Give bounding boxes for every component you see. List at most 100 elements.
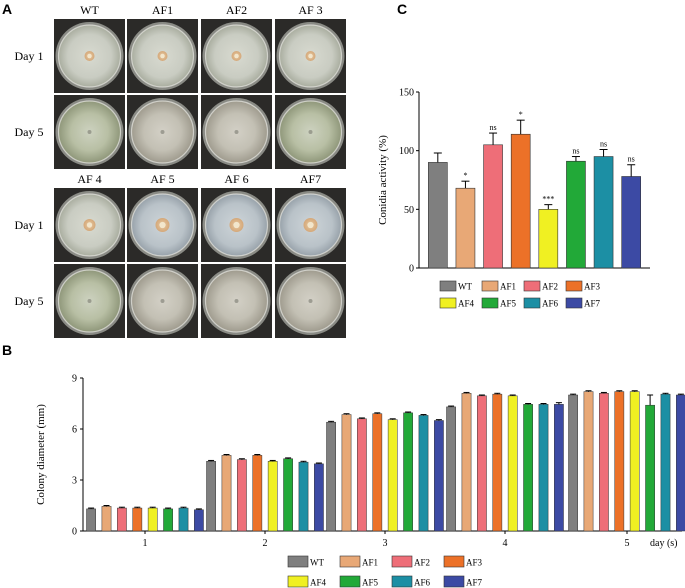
plate-photo	[54, 264, 125, 338]
column-label-af7: AF7	[300, 172, 321, 186]
legend-label-af5: AF5	[500, 299, 517, 309]
x-tick-label: 4	[503, 538, 508, 549]
bar-af5-day4	[523, 404, 533, 532]
legend-label-af3: AF3	[466, 558, 483, 568]
bar-af2-day4	[477, 395, 487, 532]
plate-photo	[127, 19, 198, 93]
x-tick-label: 1	[143, 538, 148, 549]
bar-af1-day1	[101, 506, 112, 532]
significance-label: ns	[572, 147, 579, 156]
bar-af2-day5	[599, 393, 609, 532]
plate-photo	[54, 19, 125, 93]
legend-swatch-af7	[443, 575, 465, 588]
bar-af7	[621, 176, 641, 269]
legend-swatch-af2	[391, 555, 413, 568]
plate-photo	[201, 264, 272, 338]
legend-swatch-wt	[439, 280, 457, 292]
bar-af6-day5	[660, 393, 671, 532]
bar-af4-day2	[267, 461, 278, 532]
plate-photo	[54, 188, 125, 262]
bar-af3-day3	[372, 413, 383, 532]
bar-af4-day3	[387, 419, 398, 532]
legend-label-af1: AF1	[500, 282, 516, 292]
column-label-af5: AF 5	[150, 172, 174, 186]
y-tick-label: 0	[72, 527, 77, 538]
bar-af3-day5	[614, 391, 625, 532]
bar-af6-day3	[418, 415, 429, 532]
legend-label-af6: AF6	[542, 299, 559, 309]
x-tick-label: 5	[625, 538, 630, 549]
row-label-day-5: Day 5	[15, 294, 44, 308]
legend-label-af3: AF3	[584, 282, 601, 292]
x-axis-title: day (s)	[650, 538, 678, 549]
bar-af2	[483, 144, 503, 269]
bar-af3-day2	[252, 455, 263, 532]
column-label-af2: AF2	[226, 3, 247, 17]
bar-af5-day5	[645, 404, 655, 532]
bar-af7-day5	[676, 394, 685, 532]
legend-label-af7: AF7	[466, 578, 483, 588]
bar-wt-day1	[86, 508, 96, 532]
plate-photo	[275, 95, 346, 169]
column-label-af4: AF 4	[77, 172, 101, 186]
legend-label-af2: AF2	[542, 282, 558, 292]
y-tick-label: 9	[72, 374, 77, 385]
bar-af5-day3	[403, 412, 413, 532]
bar-af1-day2	[221, 455, 232, 532]
plate-photo	[127, 264, 198, 338]
y-tick-label: 50	[404, 205, 414, 216]
legend-label-af2: AF2	[414, 558, 430, 568]
bar-wt-day3	[326, 421, 336, 532]
bar-af2-day3	[357, 418, 367, 532]
plate-photo	[201, 19, 272, 93]
legend-swatch-af6	[523, 297, 541, 309]
plate-grid: WT AF1 AF2 AF 3 AF 4 AF 5 AF 6 AF7 Day 1 Day 5 Day…	[15, 3, 346, 338]
bar-af2-day2	[237, 459, 247, 532]
plate-photo	[201, 188, 272, 262]
bar-af6	[593, 156, 614, 269]
column-label-af3: AF 3	[298, 3, 322, 17]
plate-photo	[54, 95, 125, 169]
plate-photo	[275, 19, 346, 93]
bar-af5	[566, 160, 586, 269]
bar-af1-day3	[341, 414, 352, 532]
y-tick-label: 100	[399, 146, 414, 157]
legend-swatch-af5	[339, 575, 361, 588]
plate-photo	[127, 188, 198, 262]
legend-label-af7: AF7	[584, 299, 601, 309]
significance-label: *	[519, 110, 523, 119]
panel-a-label: A	[2, 1, 12, 17]
y-tick-label: 6	[72, 425, 77, 436]
column-label-af6: AF 6	[224, 172, 248, 186]
legend-swatch-af2	[523, 280, 541, 292]
legend-swatch-af5	[481, 297, 499, 309]
bar-af7-day4	[554, 404, 564, 532]
legend-swatch-af6	[391, 575, 413, 588]
bar-af3-day1	[132, 507, 143, 532]
bar-af2-day1	[117, 507, 127, 532]
significance-label: ns	[628, 155, 635, 164]
bar-af1-day4	[461, 393, 472, 532]
colony-diameter-chart: 0 3 6 9 Colony diameter (mm) 1 2 3 4 5 day (s) WT AF…	[35, 374, 685, 588]
legend-swatch-af4	[439, 297, 457, 309]
y-axis-title: Conidia activity (%)	[377, 135, 389, 225]
bar-af7-day2	[314, 463, 324, 532]
bar-af1-day5	[583, 391, 594, 532]
legend-label-af4: AF4	[458, 299, 475, 309]
row-label-day-5: Day 5	[15, 125, 44, 139]
bar-wt-day5	[568, 394, 578, 532]
legend-swatch-af3	[565, 280, 583, 292]
panel-c-label: C	[397, 1, 407, 17]
legend-swatch-af1	[481, 280, 499, 292]
legend-swatch-af3	[443, 555, 465, 568]
bar-af6-day2	[298, 461, 309, 532]
legend-label-af6: AF6	[414, 578, 431, 588]
bar-wt	[428, 162, 448, 269]
bar-af6-day1	[178, 507, 189, 532]
bar-af3-day4	[492, 393, 503, 532]
column-label-af1: AF1	[152, 3, 173, 17]
bar-af4-day1	[147, 507, 158, 532]
legend-swatch-af1	[339, 555, 361, 568]
bar-af3	[510, 133, 531, 269]
